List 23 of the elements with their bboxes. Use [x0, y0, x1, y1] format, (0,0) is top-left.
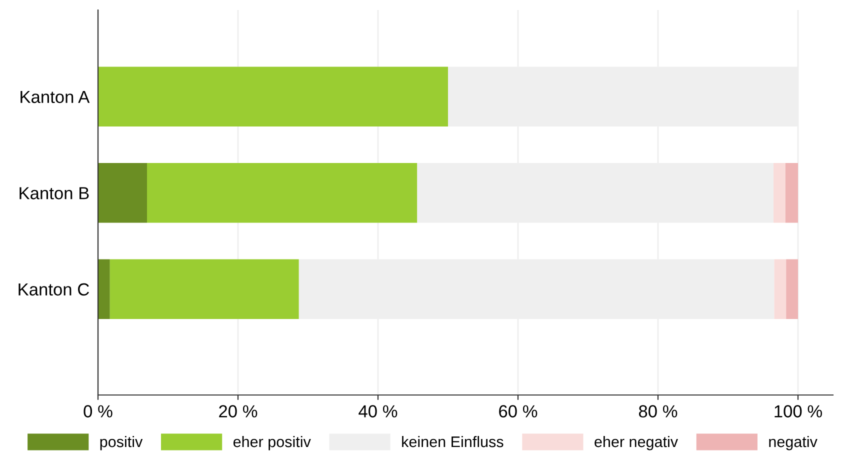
y-tick-label: Kanton A: [20, 90, 90, 104]
legend-label: positiv: [100, 436, 143, 450]
legend-label: eher negativ: [594, 436, 678, 450]
y-tick-label: Kanton B: [20, 187, 89, 200]
bar: [774, 259, 786, 319]
bar: [785, 163, 798, 223]
x-tick-label: 0 %: [84, 405, 112, 418]
x-tick-label: 20 %: [219, 405, 258, 418]
legend-label: keinen Einfluss: [402, 436, 504, 448]
bar: [786, 259, 798, 319]
bar: [98, 66, 448, 126]
legend-label: eher positiv: [233, 436, 311, 450]
x-tick-label: 60 %: [499, 405, 538, 418]
bar: [110, 259, 299, 319]
bar: [147, 163, 418, 223]
bar: [98, 259, 110, 319]
y-tick-label: Kanton C: [18, 283, 90, 296]
bar: [774, 163, 786, 223]
bar: [98, 163, 147, 223]
x-tick-label: 80 %: [638, 405, 678, 418]
x-tick-label: 40 %: [358, 405, 398, 418]
x-tick-label: 100 %: [774, 405, 822, 418]
legend-label: negativ: [769, 436, 818, 450]
